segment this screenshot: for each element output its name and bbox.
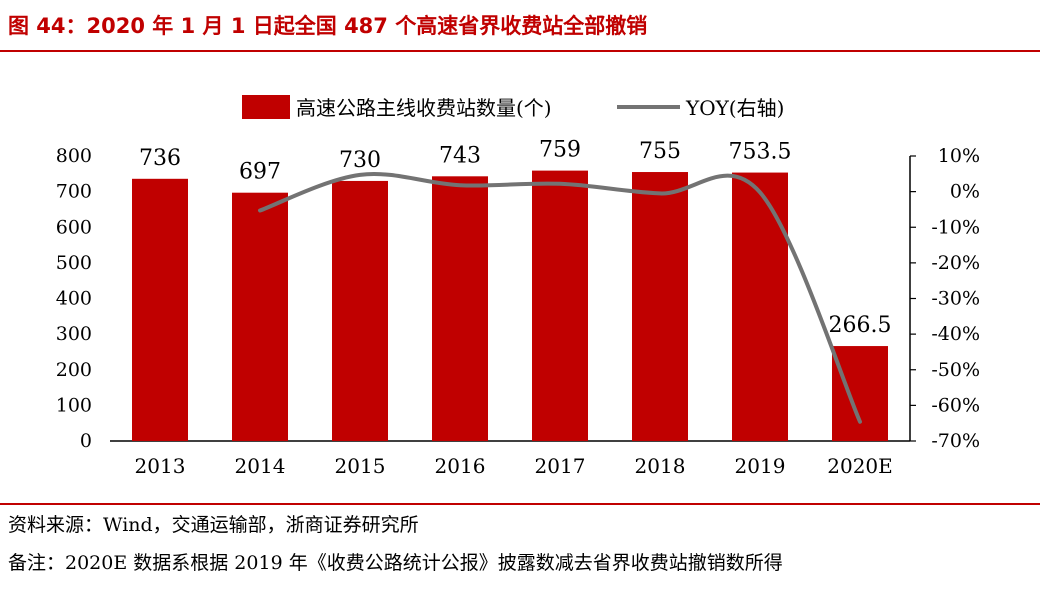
legend-line-label: YOY(右轴) xyxy=(685,96,784,120)
x-tick-label: 2020E xyxy=(827,454,893,478)
footer-rule xyxy=(0,503,1040,505)
legend-bar-swatch xyxy=(242,95,290,119)
bar-value-label: 266.5 xyxy=(829,313,892,338)
x-tick-label: 2016 xyxy=(435,454,486,478)
source-note: 资料来源：Wind，交通运输部，浙商证券研究所 xyxy=(8,514,419,536)
yoy-line xyxy=(258,172,862,424)
left-tick-label: 700 xyxy=(56,181,92,203)
right-tick-label: -40% xyxy=(931,323,980,345)
x-tick-label: 2019 xyxy=(735,454,786,478)
right-tick-label: -70% xyxy=(931,430,980,452)
left-tick-label: 200 xyxy=(56,359,92,381)
bars xyxy=(132,170,888,442)
right-tick-label: -50% xyxy=(931,359,980,381)
right-tick-label: -30% xyxy=(931,288,980,310)
right-tick-label: -60% xyxy=(931,394,980,416)
left-tick-label: 400 xyxy=(56,288,92,310)
x-tick-label: 2013 xyxy=(135,454,186,478)
right-tick-label: -20% xyxy=(931,252,980,274)
bar-value-label: 736 xyxy=(139,146,181,171)
right-tick-label: 10% xyxy=(938,145,980,167)
right-tick-label: 0% xyxy=(950,181,980,203)
x-axis-labels: 2013 2014 2015 2016 2017 2018 2019 2020E xyxy=(135,454,893,478)
bar-value-label: 697 xyxy=(239,160,281,185)
title-rule xyxy=(0,50,1040,52)
bar-value-label: 759 xyxy=(539,138,581,163)
bar-2017 xyxy=(532,170,588,441)
left-tick-label: 0 xyxy=(80,430,92,452)
right-axis-ticks: 10% 0% -10% -20% -30% -40% -50% -60% -70% xyxy=(910,145,980,452)
bar-2019 xyxy=(732,172,788,442)
bar-value-label: 730 xyxy=(339,148,381,173)
x-tick-label: 2015 xyxy=(335,454,386,478)
right-tick-label: -10% xyxy=(931,216,980,238)
bar-2013 xyxy=(132,178,188,442)
bar-2014 xyxy=(232,192,288,441)
left-tick-label: 300 xyxy=(56,323,92,345)
bar-value-label: 753.5 xyxy=(729,140,792,165)
bar-2016 xyxy=(432,176,488,441)
legend-bar-label: 高速公路主线收费站数量(个) xyxy=(296,96,552,120)
left-tick-label: 500 xyxy=(56,252,92,274)
x-tick-label: 2018 xyxy=(635,454,686,478)
figure-title: 图 44：2020 年 1 月 1 日起全国 487 个高速省界收费站全部撤销 xyxy=(8,14,648,38)
remark-note: 备注：2020E 数据系根据 2019 年《收费公路统计公报》披露数减去省界收费… xyxy=(8,552,783,574)
bar-value-labels: 736 697 730 743 759 755 753.5 266.5 xyxy=(139,138,891,338)
bar-value-label: 743 xyxy=(439,143,481,168)
bar-value-label: 755 xyxy=(639,139,681,164)
left-tick-label: 600 xyxy=(56,216,92,238)
left-axis-ticks: 0 100 200 300 400 500 600 700 800 xyxy=(56,145,92,452)
bar-2020E xyxy=(832,346,888,441)
chart: 高速公路主线收费站数量(个) YOY(右轴) 0 100 200 300 400 500 6… xyxy=(56,95,980,478)
bar-2018 xyxy=(632,172,688,441)
left-tick-label: 800 xyxy=(56,145,92,167)
x-tick-label: 2017 xyxy=(535,454,586,478)
bar-2015 xyxy=(332,180,388,441)
yoy-series xyxy=(258,172,862,424)
x-tick-label: 2014 xyxy=(235,454,286,478)
legend: 高速公路主线收费站数量(个) YOY(右轴) xyxy=(242,95,784,120)
left-tick-label: 100 xyxy=(56,394,92,416)
